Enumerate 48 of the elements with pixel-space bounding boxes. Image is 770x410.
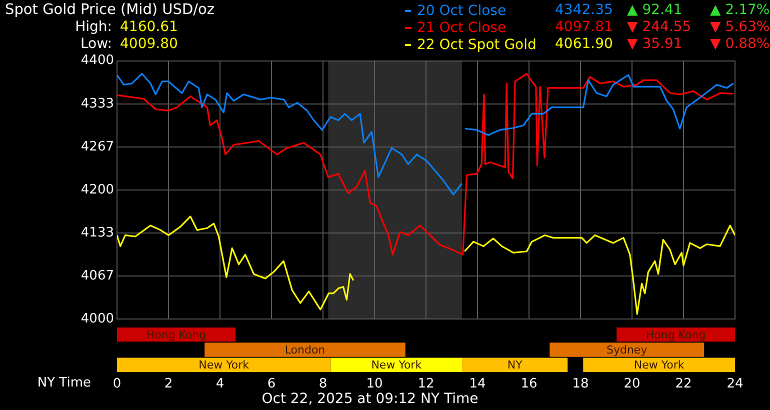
x-tick-label: 8 [318,376,328,392]
text: High: 4160.61 [74,19,178,35]
data-label: NY [507,358,523,372]
data-label: Sydney [606,344,648,357]
x-tick-label: 18 [572,376,589,392]
x-axis-title: NY Time [37,375,91,390]
data-label: New York [634,358,685,372]
text: ▼ 35.91 [627,36,684,53]
text: ▼ 244.55 [627,19,692,36]
x-tick-label: 14 [469,376,486,392]
bar [583,358,735,372]
y-tick-label: 4267 [80,139,114,154]
x-tick-label: 0 [112,376,122,392]
data-label: Hong Kong [146,328,206,342]
bar [330,358,462,372]
x-tick-label: 10 [366,376,383,392]
x-tick-label: 22 [675,376,692,392]
y-tick-label: 4400 [80,53,114,68]
y-tick-label: 4000 [80,312,114,327]
chart-title: Spot Gold Price (Mid) USD/oz [5,2,215,18]
data-label: London [284,344,326,357]
x-tick-label: 24 [726,376,744,392]
y-tick-label: 4067 [80,268,114,284]
text: 4061.90 [555,36,614,53]
y-tick-label: 4200 [80,182,114,198]
text: 4342.35 [555,2,614,19]
x-tick-label: 16 [520,376,538,392]
data-label: Hong Kong [646,328,706,342]
data-label: New York [198,358,250,372]
text: ▼ 5.63% [710,19,770,36]
y-tick-label: 4133 [80,225,114,240]
x-tick-label: 4 [216,376,224,392]
text: ▲ 92.41 [627,2,684,19]
x-tick-label: 12 [418,376,434,392]
legend-label: 21 Oct Close [416,19,508,36]
x-tick-label: 6 [267,376,276,392]
legend-label: 20 Oct Close [416,2,508,19]
legend-label: 22 Oct Spot Gold [416,36,538,53]
x-tick-label: 2 [164,376,173,392]
text: ▼ 0.88% [710,36,770,53]
text: Low: 4009.80 [79,36,178,52]
text: 4097.81 [555,19,614,36]
text: Oct 22, 2025 at 09:12 NY Time [260,391,480,407]
x-tick-label: 20 [624,376,640,392]
text: ▲ 2.17% [710,2,770,19]
data-label: New York [371,358,422,372]
bar [550,342,704,357]
y-tick-label: 4333 [80,96,114,112]
